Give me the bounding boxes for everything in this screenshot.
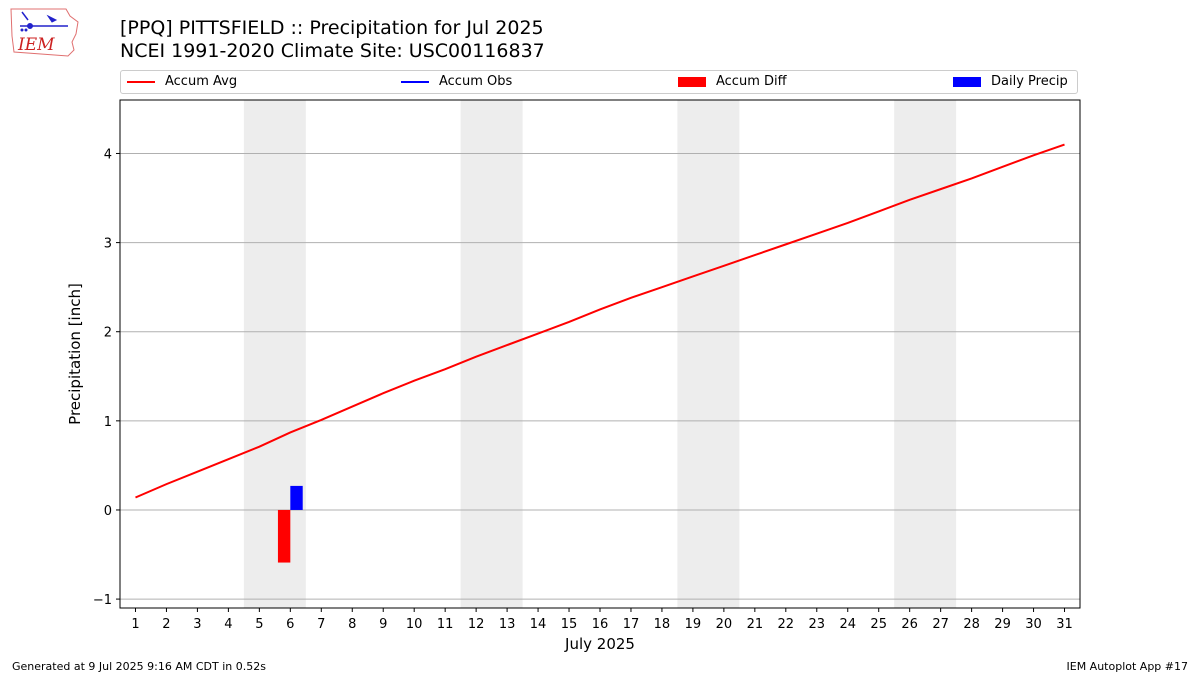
x-tick-label: 10	[406, 617, 423, 632]
legend-label: Accum Diff	[716, 74, 787, 89]
legend-swatch-accum-avg	[127, 81, 155, 83]
series-line-accum-avg	[135, 143, 1065, 499]
x-tick-label: 26	[901, 617, 918, 632]
x-tick-label: 4	[224, 617, 232, 632]
y-tick-label: 3	[104, 237, 112, 252]
legend-swatch-accum-diff	[678, 77, 706, 87]
x-tick-label: 20	[716, 617, 733, 632]
x-tick-label: 14	[530, 617, 547, 632]
x-tick-label: 15	[561, 617, 578, 632]
footer-generated-text: Generated at 9 Jul 2025 9:16 AM CDT in 0…	[12, 660, 266, 673]
x-tick-label: 27	[932, 617, 949, 632]
x-tick-label: 7	[317, 617, 325, 632]
legend-swatch-accum-obs	[401, 81, 429, 83]
x-tick-label: 1	[131, 617, 139, 632]
x-axis-label: July 2025	[564, 635, 635, 653]
x-tick-label: 11	[437, 617, 454, 632]
y-tick-label: 0	[104, 504, 112, 519]
x-tick-label: 30	[1025, 617, 1042, 632]
legend-item-accum-diff: Accum Diff	[678, 74, 787, 90]
y-tick-label: −1	[93, 593, 112, 608]
legend: Accum Avg Accum Obs Accum Diff Daily Pre…	[120, 70, 1078, 94]
x-tick-label: 18	[654, 617, 671, 632]
x-tick-label: 13	[499, 617, 516, 632]
x-tick-label: 5	[255, 617, 263, 632]
x-tick-label: 21	[747, 617, 764, 632]
legend-swatch-daily-precip	[953, 77, 981, 87]
footer-app-text: IEM Autoplot App #17	[1066, 660, 1189, 673]
x-tick-label: 29	[994, 617, 1011, 632]
legend-item-daily-precip: Daily Precip	[953, 74, 1068, 90]
x-tick-label: 3	[193, 617, 201, 632]
legend-item-accum-avg: Accum Avg	[127, 74, 237, 90]
bar-accum-diff	[277, 509, 291, 563]
weekend-shade	[894, 100, 957, 608]
x-tick-label: 25	[870, 617, 887, 632]
weather-station-icon	[20, 11, 68, 32]
logo-text: IEM	[17, 35, 55, 55]
x-tick-label: 23	[809, 617, 826, 632]
x-tick-label: 22	[778, 617, 795, 632]
y-tick-label: 1	[104, 415, 112, 430]
x-tick-label: 8	[348, 617, 356, 632]
x-tick-label: 16	[592, 617, 609, 632]
legend-item-accum-obs: Accum Obs	[401, 74, 512, 90]
legend-label: Daily Precip	[991, 74, 1068, 89]
x-tick-label: 31	[1056, 617, 1073, 632]
weekend-shade	[460, 100, 523, 608]
iowa-outline-icon	[10, 8, 79, 57]
x-tick-label: 12	[468, 617, 485, 632]
x-tick-label: 2	[162, 617, 170, 632]
legend-label: Accum Avg	[165, 74, 238, 89]
weekend-shade	[677, 100, 740, 608]
x-tick-label: 19	[685, 617, 702, 632]
legend-label: Accum Obs	[439, 74, 513, 89]
y-tick-label: 2	[104, 326, 112, 341]
x-tick-label: 24	[839, 617, 856, 632]
x-tick-label: 28	[963, 617, 980, 632]
weekend-shade	[243, 100, 306, 608]
x-tick-label: 9	[379, 617, 387, 632]
chart-subtitle: NCEI 1991-2020 Climate Site: USC00116837	[120, 40, 545, 62]
x-tick-label: 6	[286, 617, 294, 632]
y-axis-label: Precipitation [inch]	[66, 283, 84, 425]
chart-title: [PPQ] PITTSFIELD :: Precipitation for Ju…	[120, 17, 544, 39]
iem-logo: IEM	[10, 8, 79, 57]
x-tick-label: 17	[623, 617, 640, 632]
y-tick-label: 4	[104, 147, 112, 162]
bar-daily-precip	[290, 485, 303, 510]
